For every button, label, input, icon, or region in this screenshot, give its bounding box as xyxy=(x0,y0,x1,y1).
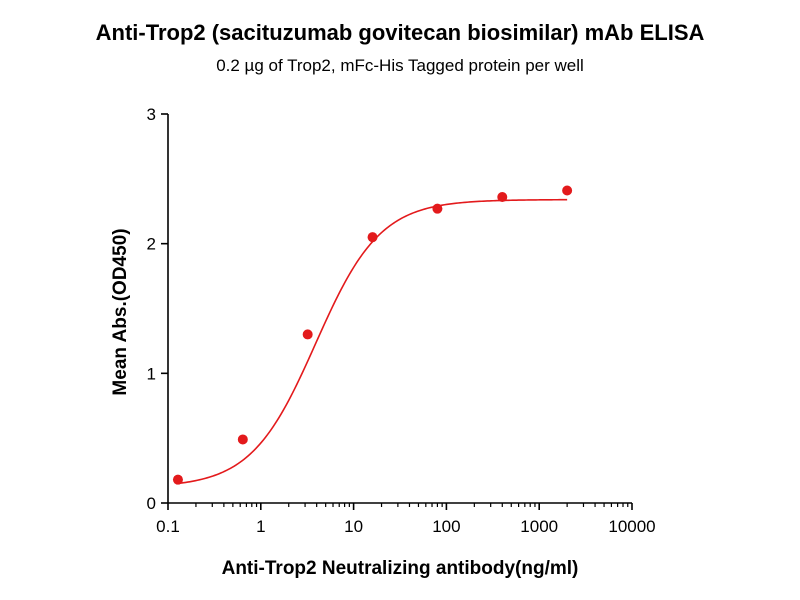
y-tick-label: 1 xyxy=(147,364,156,383)
data-point xyxy=(432,203,443,214)
x-tick-label: 10 xyxy=(344,517,363,536)
y-ticks: 0 1 2 3 xyxy=(147,105,168,513)
x-tick-label: 10000 xyxy=(608,517,655,536)
x-tick-label: 100 xyxy=(432,517,460,536)
x-axis-label: Anti-Trop2 Neutralizing antibody(ng/ml) xyxy=(222,558,579,579)
y-tick-label: 0 xyxy=(147,494,156,513)
data-point xyxy=(302,329,313,340)
chart-title: Anti-Trop2 (sacituzumab govitecan biosim… xyxy=(96,20,705,45)
x-tick-label: 1000 xyxy=(520,517,558,536)
fit-curve xyxy=(177,198,568,485)
y-tick-label: 3 xyxy=(147,105,156,124)
data-point xyxy=(367,232,378,243)
data-points xyxy=(172,185,573,485)
data-point xyxy=(497,191,508,202)
x-tick-label: 1 xyxy=(256,517,265,536)
data-point xyxy=(172,474,183,485)
x-tick-label: 0.1 xyxy=(156,517,180,536)
y-tick-label: 2 xyxy=(147,235,156,254)
axes xyxy=(167,114,632,504)
y-axis-label: Mean Abs.(OD450) xyxy=(110,228,131,395)
data-point xyxy=(562,185,573,196)
chart-subtitle: 0.2 µg of Trop2, mFc-His Tagged protein … xyxy=(216,56,584,75)
x-ticks: 0.1 1 10 100 1000 10000 xyxy=(156,503,656,536)
fit-curves xyxy=(177,198,568,485)
data-point xyxy=(237,434,248,445)
